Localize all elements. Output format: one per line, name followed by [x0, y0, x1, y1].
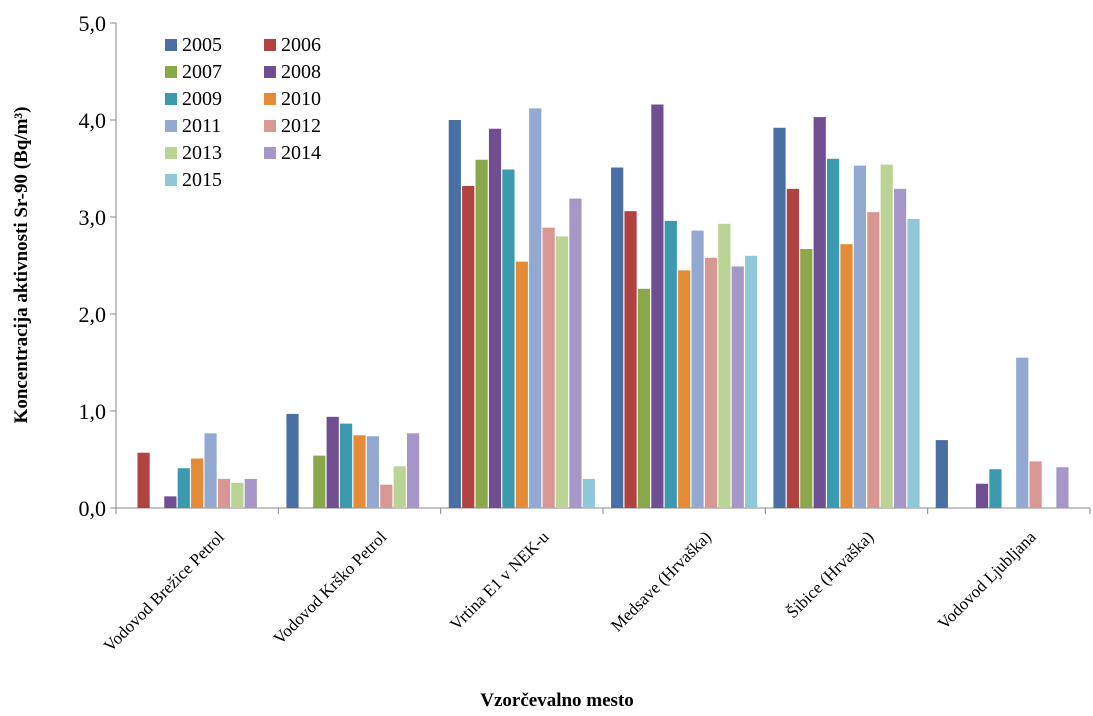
bar-2015	[745, 255, 758, 508]
bar-2012	[217, 478, 231, 508]
bar-2013	[880, 164, 893, 508]
bar-2005	[773, 127, 786, 508]
bar-2014	[894, 188, 907, 508]
x-tick-label: Vrtina E1 v NEK-u	[446, 527, 553, 634]
bar-2011	[1016, 357, 1029, 508]
y-tick-label: 2,0	[79, 302, 107, 327]
bar-2005	[935, 440, 948, 508]
bar-2005	[448, 120, 461, 508]
bar-2007	[475, 159, 488, 508]
bar-2014	[731, 266, 744, 508]
bar-2009	[827, 158, 840, 509]
bar-2010	[840, 244, 853, 508]
legend-label: 2010	[281, 88, 321, 110]
bar-2012	[867, 212, 880, 508]
bar-2012	[542, 227, 555, 509]
legend-swatch	[165, 66, 177, 78]
bar-2013	[555, 236, 569, 508]
bar-2009	[664, 220, 677, 508]
bar-2006	[462, 185, 475, 508]
legend-swatch	[165, 39, 177, 51]
bar-2014	[569, 198, 582, 508]
legend-label: 2006	[281, 34, 321, 56]
bar-2008	[326, 416, 339, 508]
x-tick-label: Vodovod Krško Petrol	[270, 527, 391, 648]
bar-2013	[393, 466, 406, 508]
x-tick-label: Šibice (Hrvaška)	[783, 527, 878, 622]
legend-label: 2011	[182, 115, 221, 137]
bar-2011	[853, 165, 866, 508]
bar-2009	[177, 468, 190, 508]
bar-2011	[204, 433, 217, 508]
y-tick-label: 0,0	[79, 496, 107, 521]
bar-2010	[515, 261, 528, 508]
x-tick-label: Vodovod Brežice Petrol	[100, 527, 228, 655]
x-tick-label: Medsave (Hrvaška)	[607, 527, 715, 635]
legend: 2005 2006 2007 2008 2009 2010 2011 2012 2013 2014…	[165, 34, 321, 191]
y-tick-label: 5,0	[79, 11, 107, 36]
bar-2006	[786, 188, 799, 508]
y-tick-label: 1,0	[79, 399, 107, 424]
bar-2012	[1029, 461, 1042, 508]
bar-2014	[1056, 467, 1069, 508]
bar-2014	[244, 478, 257, 508]
bar-2009	[340, 423, 353, 508]
legend-swatch	[165, 93, 177, 105]
legend-swatch	[165, 174, 177, 186]
legend-label: 2008	[281, 61, 321, 83]
y-axis-label: Koncentracija aktivnosti Sr-90 (Bq/m³)	[11, 107, 32, 424]
axes: 0,0 1,0 2,0 3,0 4,0 5,0 Vodovod Brežice Petrol…	[79, 11, 1091, 655]
bar-2007	[800, 249, 813, 508]
bar-2010	[353, 435, 366, 508]
bar-2006	[624, 211, 637, 508]
x-tick-label: Vodovod Ljubljana	[934, 527, 1040, 633]
bar-2007	[637, 288, 651, 508]
bar-2008	[164, 496, 177, 508]
bar-2014	[407, 433, 420, 508]
x-axis-label: Vzorčevalno mesto	[480, 690, 634, 711]
bar-2015	[582, 478, 595, 508]
bars	[137, 104, 1069, 509]
bar-2005	[611, 167, 624, 508]
bar-2008	[975, 483, 989, 508]
legend-swatch	[264, 120, 276, 132]
bar-2007	[313, 455, 326, 508]
bar-2013	[231, 482, 244, 508]
bar-2010	[191, 458, 204, 508]
legend-label: 2012	[281, 115, 321, 137]
bar-2012	[380, 484, 393, 508]
legend-swatch	[264, 39, 276, 51]
bar-2006	[137, 452, 150, 508]
bar-2005	[286, 413, 299, 508]
legend-label: 2007	[182, 61, 222, 83]
legend-label: 2014	[281, 142, 321, 164]
legend-swatch	[165, 147, 177, 159]
bar-2010	[678, 270, 691, 508]
legend-label: 2005	[182, 34, 222, 56]
bar-2011	[529, 108, 542, 509]
y-tick-label: 3,0	[79, 205, 107, 230]
legend-label: 2015	[182, 169, 222, 191]
bar-2012	[704, 257, 718, 508]
legend-swatch	[264, 66, 276, 78]
bar-2009	[989, 469, 1002, 508]
bar-2008	[651, 104, 664, 508]
bar-2015	[907, 218, 920, 508]
bar-2011	[691, 230, 704, 508]
legend-label: 2013	[182, 142, 222, 164]
legend-label: 2009	[182, 88, 222, 110]
legend-swatch	[264, 93, 276, 105]
bar-2013	[718, 223, 731, 509]
y-tick-label: 4,0	[79, 108, 107, 133]
legend-swatch	[165, 120, 177, 132]
bar-2011	[366, 436, 379, 508]
bar-2009	[502, 169, 515, 508]
bar-2008	[488, 128, 502, 509]
legend-swatch	[264, 147, 276, 159]
bar-2008	[813, 117, 826, 508]
